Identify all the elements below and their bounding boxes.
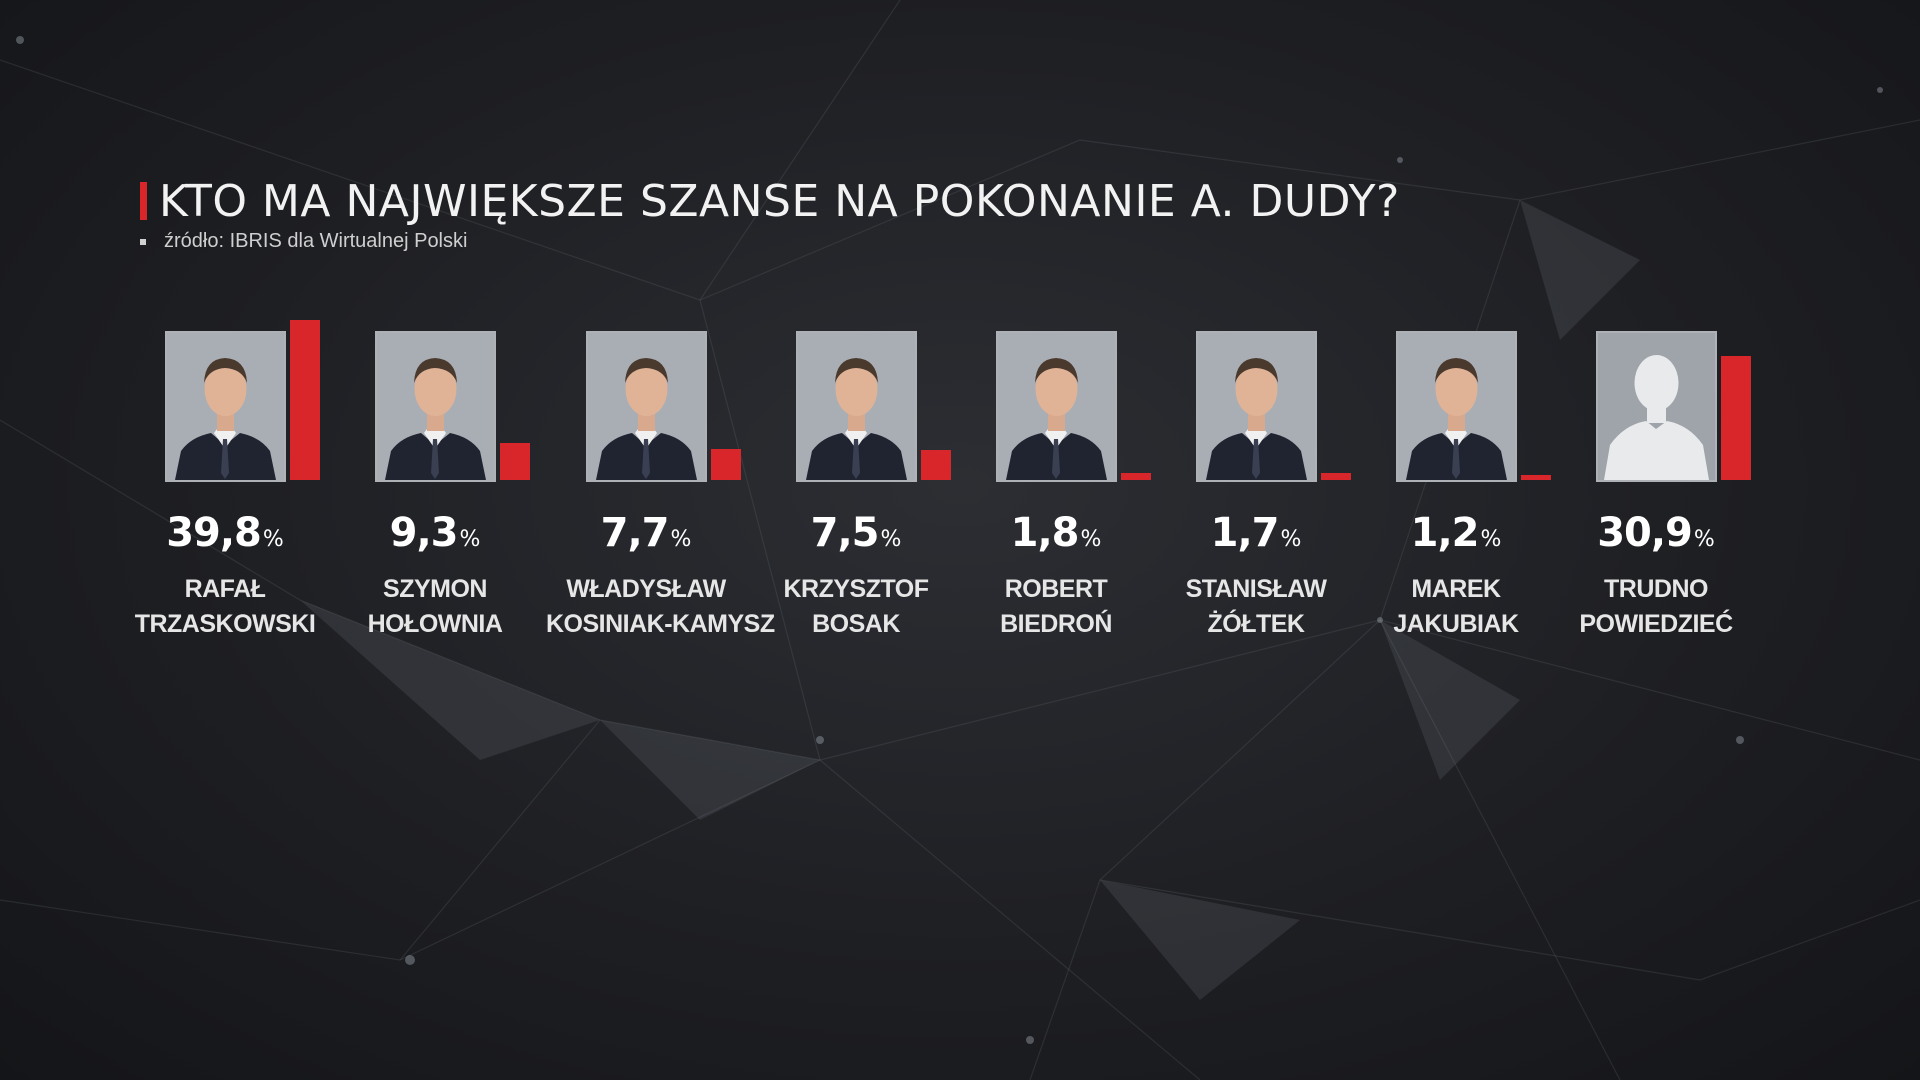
- bar-mark: [290, 320, 320, 480]
- name-line-2: ŻÓŁTEK: [1207, 610, 1306, 638]
- source-bullet: [140, 238, 146, 245]
- value-number: 1,2: [1410, 510, 1480, 556]
- category-label: WŁADYSŁAW KOSINIAK-KAMYSZ: [546, 572, 775, 642]
- bar-mark: [1521, 475, 1551, 480]
- percent-sign: %: [1693, 527, 1715, 552]
- bar-mark: [1321, 473, 1351, 480]
- data-label: 7,7%: [546, 510, 746, 556]
- category-label: MAREK JAKUBIAK: [1356, 572, 1556, 642]
- data-label: 39,8%: [125, 510, 325, 556]
- name-line-1: MAREK: [1411, 575, 1501, 603]
- value-number: 1,7: [1210, 510, 1280, 556]
- category-label: KRZYSZTOF BOSAK: [756, 572, 956, 642]
- data-label: 1,8%: [956, 510, 1156, 556]
- candidate-card: 30,9% TRUDNO POWIEDZIEĆ: [1579, 320, 1796, 650]
- candidate-portrait-image: [586, 331, 707, 482]
- data-label: 1,2%: [1356, 510, 1556, 556]
- candidate-portrait-image: [1396, 331, 1517, 482]
- percent-sign: %: [1280, 527, 1302, 552]
- chart-title-row: KTO MA NAJWIĘKSZE SZANSE NA POKONANIE A.…: [140, 175, 1400, 227]
- bar-mark: [1721, 355, 1751, 480]
- bar-mark: [711, 449, 741, 480]
- chart-source: źródło: IBRIS dla Wirtualnej Polski: [164, 230, 468, 252]
- percent-sign: %: [262, 527, 284, 552]
- candidate-portrait-image: [996, 331, 1117, 482]
- candidate-portrait-image: [1196, 331, 1317, 482]
- name-line-2: BOSAK: [812, 610, 900, 638]
- data-label: 30,9%: [1556, 510, 1756, 556]
- name-line-2: KOSINIAK-KAMYSZ: [546, 610, 775, 638]
- percent-sign: %: [1480, 527, 1502, 552]
- name-line-2: HOŁOWNIA: [367, 610, 503, 638]
- bar-mark: [1121, 472, 1151, 480]
- data-label: 1,7%: [1156, 510, 1356, 556]
- data-label: 9,3%: [335, 510, 535, 556]
- candidate-portrait-image: [796, 331, 917, 482]
- candidate-portrait-image: [165, 331, 286, 482]
- category-label: RAFAŁ TRZASKOWSKI: [125, 572, 325, 642]
- name-line-2: TRZASKOWSKI: [134, 610, 316, 638]
- name-line-1: TRUDNO: [1604, 575, 1708, 603]
- candidate-portrait-image: [375, 331, 496, 482]
- name-line-2: JAKUBIAK: [1393, 610, 1519, 638]
- candidate-card: 39,8% RAFAŁ TRZASKOWSKI: [135, 320, 365, 650]
- percent-sign: %: [880, 527, 902, 552]
- percent-sign: %: [670, 527, 692, 552]
- name-line-1: RAFAŁ: [184, 575, 266, 603]
- value-number: 39,8: [166, 510, 262, 556]
- candidate-card: 7,5% KRZYSZTOF BOSAK: [783, 320, 996, 650]
- candidate-card: 1,2% MAREK JAKUBIAK: [1393, 320, 1596, 650]
- bar-mark: [921, 449, 951, 480]
- percent-sign: %: [1080, 527, 1102, 552]
- candidate-card: 1,7% STANISŁAW ŻÓŁTEK: [1186, 320, 1396, 650]
- candidate-card: 1,8% ROBERT BIEDROŃ: [996, 320, 1196, 650]
- value-number: 30,9: [1597, 510, 1693, 556]
- silhouette-placeholder-image: [1596, 331, 1717, 482]
- category-label: STANISŁAW ŻÓŁTEK: [1156, 572, 1356, 642]
- percent-sign: %: [459, 527, 481, 552]
- data-label: 7,5%: [756, 510, 956, 556]
- name-line-1: ROBERT: [1004, 575, 1108, 603]
- bar-mark: [500, 442, 530, 480]
- title-accent-bar: [140, 182, 147, 220]
- name-line-1: STANISŁAW: [1185, 575, 1327, 603]
- name-line-1: WŁADYSŁAW: [566, 575, 726, 603]
- chart-title: KTO MA NAJWIĘKSZE SZANSE NA POKONANIE A.…: [159, 175, 1400, 227]
- category-label: TRUDNO POWIEDZIEĆ: [1556, 572, 1756, 642]
- candidate-card: 7,7% WŁADYSŁAW KOSINIAK-KAMYSZ: [546, 320, 786, 650]
- value-number: 7,7: [600, 510, 670, 556]
- name-line-1: KRZYSZTOF: [783, 575, 929, 603]
- value-number: 1,8: [1010, 510, 1080, 556]
- value-number: 7,5: [810, 510, 880, 556]
- chart-source-row: źródło: IBRIS dla Wirtualnej Polski: [140, 230, 467, 253]
- name-line-2: BIEDROŃ: [1000, 610, 1112, 638]
- candidate-card: 9,3% SZYMON HOŁOWNIA: [368, 320, 575, 650]
- category-label: ROBERT BIEDROŃ: [956, 572, 1156, 642]
- category-label: SZYMON HOŁOWNIA: [335, 572, 535, 642]
- value-number: 9,3: [389, 510, 459, 556]
- name-line-2: POWIEDZIEĆ: [1579, 610, 1733, 638]
- name-line-1: SZYMON: [383, 575, 487, 603]
